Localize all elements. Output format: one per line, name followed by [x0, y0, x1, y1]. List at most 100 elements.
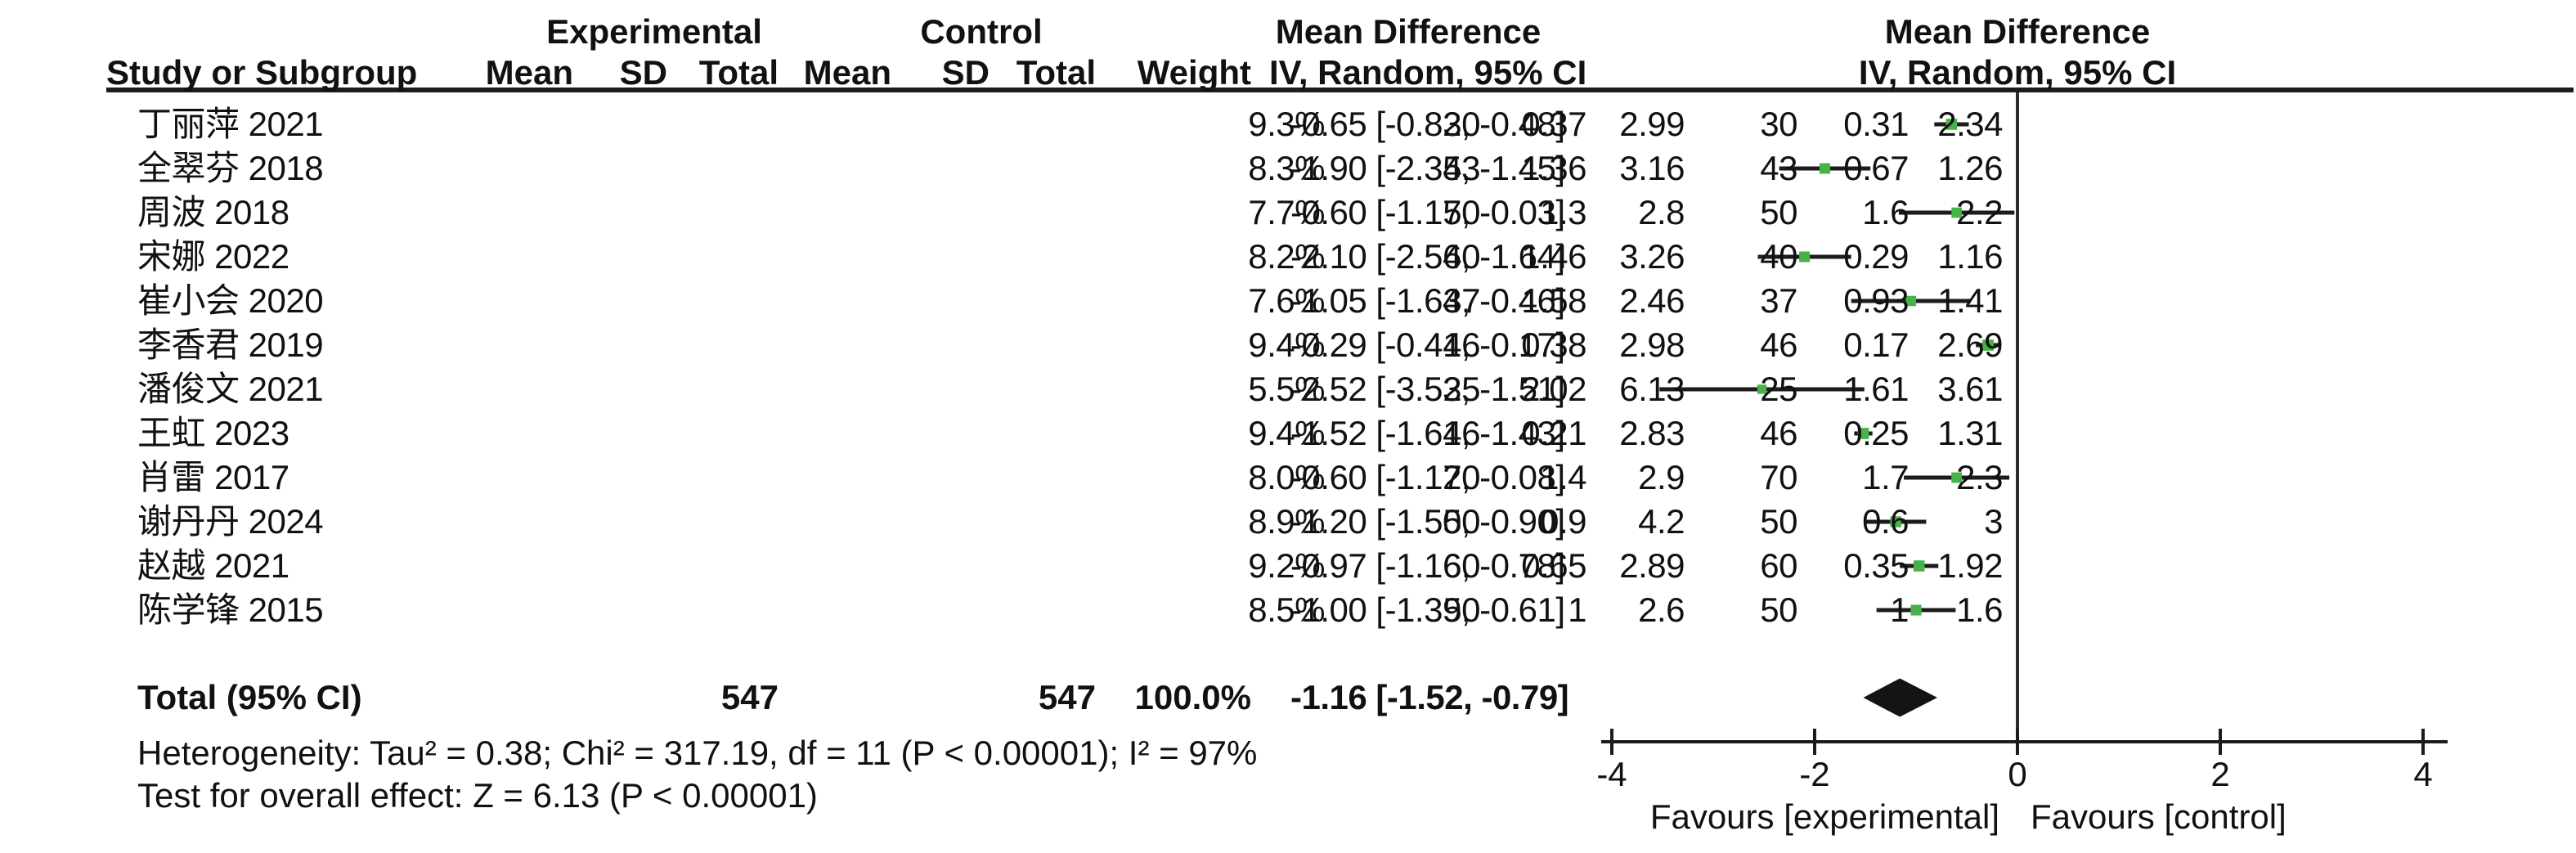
col-header-weight: Weight	[1137, 53, 1251, 92]
study-weight: 8.5%	[1248, 590, 1325, 629]
study-ci-text: -0.29 [-0.41, -0.17]	[1290, 325, 1565, 364]
study-exp-sd: 0.17	[1843, 325, 1909, 364]
study-weight: 8.3%	[1248, 149, 1325, 187]
study-ci-text: -1.90 [-2.35, -1.45]	[1290, 149, 1565, 187]
total-weight: 100.0%	[1134, 678, 1251, 716]
effect-marker	[1951, 472, 1962, 483]
study-name: 全翠芬 2018	[137, 149, 324, 187]
study-ctl-total: 37	[1443, 281, 1480, 320]
study-exp-mean: 1.6	[1956, 590, 2003, 629]
study-weight: 9.4%	[1248, 325, 1325, 364]
col-header-exp-mean: Mean	[485, 53, 573, 92]
col-header-exp-total: Total	[698, 53, 779, 92]
study-weight: 8.2%	[1248, 237, 1325, 276]
study-ctl-mean: 2.8	[1638, 193, 1685, 231]
study-ctl-sd: 0.9	[1540, 502, 1586, 541]
study-ctl-total: 30	[1443, 105, 1480, 143]
study-ctl-sd: 1.3	[1540, 193, 1586, 231]
study-ctl-mean: 2.99	[1619, 105, 1685, 143]
study-ctl-total: 43	[1443, 149, 1480, 187]
study-name: 肖雷 2017	[137, 458, 289, 496]
study-ctl-total: 50	[1443, 193, 1480, 231]
col-header-ctl-sd: SD	[941, 53, 990, 92]
study-weight: 9.4%	[1248, 414, 1325, 452]
study-name: 陈学锋 2015	[137, 590, 324, 629]
study-ctl-sd: 0.37	[1521, 105, 1586, 143]
study-exp-total: 50	[1760, 193, 1797, 231]
study-exp-mean: 2.3	[1956, 458, 2003, 496]
study-name: 王虹 2023	[137, 414, 289, 452]
study-exp-total: 25	[1760, 370, 1797, 408]
effect-marker	[1982, 339, 1994, 351]
axis-tick	[2421, 729, 2425, 755]
study-weight: 9.3%	[1248, 105, 1325, 143]
study-exp-sd: 0.67	[1843, 149, 1909, 187]
study-ctl-total: 40	[1443, 237, 1480, 276]
study-ctl-total: 50	[1443, 590, 1480, 629]
study-ctl-sd: 1.46	[1521, 237, 1586, 276]
study-ctl-sd: 0.21	[1521, 414, 1586, 452]
study-ctl-mean: 3.16	[1619, 149, 1685, 187]
study-ci-text: -2.10 [-2.56, -1.64]	[1290, 237, 1565, 276]
study-exp-total: 43	[1760, 149, 1797, 187]
study-ctl-mean: 3.26	[1619, 237, 1685, 276]
study-ctl-sd: 0.38	[1521, 325, 1586, 364]
study-exp-mean: 1.31	[1937, 414, 2003, 452]
study-name: 赵越 2021	[137, 546, 289, 585]
study-exp-mean: 2.69	[1937, 325, 2003, 364]
study-ci-text: -0.60 [-1.12, -0.08]	[1290, 458, 1565, 496]
study-exp-total: 40	[1760, 237, 1797, 276]
study-ctl-mean: 2.6	[1638, 590, 1685, 629]
study-exp-mean: 1.92	[1937, 546, 2003, 585]
total-exp-n: 547	[720, 678, 779, 716]
study-weight: 5.5%	[1248, 370, 1325, 408]
study-ctl-mean: 2.83	[1619, 414, 1685, 452]
axis-tick	[1610, 729, 1613, 755]
study-exp-sd: 0.35	[1843, 546, 1909, 585]
study-ci-text: -1.52 [-1.61, -1.43]	[1290, 414, 1565, 452]
col-header-ctl-total: Total	[1016, 53, 1096, 92]
study-ctl-sd: 1.36	[1521, 149, 1586, 187]
study-weight: 9.2%	[1248, 546, 1325, 585]
axis-tick-label: 0	[2008, 755, 2027, 793]
study-ci-text: -0.60 [-1.17, -0.03]	[1290, 193, 1565, 231]
study-exp-mean: 3.61	[1937, 370, 2003, 408]
study-ci-text: -1.20 [-1.50, -0.90]	[1290, 502, 1565, 541]
study-exp-mean: 2.34	[1937, 105, 2003, 143]
study-exp-total: 60	[1760, 546, 1797, 585]
study-exp-sd: 0.29	[1843, 237, 1909, 276]
axis-tick	[2016, 729, 2019, 755]
study-exp-sd: 1	[1890, 590, 1909, 629]
study-ctl-sd: 0.65	[1521, 546, 1586, 585]
study-ctl-mean: 2.89	[1619, 546, 1685, 585]
effect-marker	[1819, 163, 1830, 174]
study-weight: 7.7%	[1248, 193, 1325, 231]
study-ctl-sd: 1	[1568, 590, 1586, 629]
overall-effect-text: Test for overall effect: Z = 6.13 (P < 0…	[137, 776, 818, 815]
study-weight: 8.0%	[1248, 458, 1325, 496]
group-header-control: Control	[920, 12, 1043, 51]
study-exp-total: 46	[1760, 325, 1797, 364]
study-weight: 7.6%	[1248, 281, 1325, 320]
study-exp-mean: 3	[1984, 502, 2003, 541]
favours-left-label: Favours [experimental]	[1649, 797, 1999, 836]
axis-tick	[2219, 729, 2222, 755]
heterogeneity-text: Heterogeneity: Tau² = 0.38; Chi² = 317.1…	[137, 734, 1258, 772]
study-exp-sd: 0.93	[1843, 281, 1909, 320]
total-ci-text: -1.16 [-1.52, -0.79]	[1290, 678, 1569, 716]
effect-marker	[1910, 604, 1922, 616]
study-exp-sd: 1.7	[1862, 458, 1909, 496]
study-exp-total: 37	[1760, 281, 1797, 320]
study-ctl-total: 46	[1443, 414, 1480, 452]
axis-tick-label: 4	[2413, 755, 2433, 793]
study-ctl-mean: 6.13	[1619, 370, 1685, 408]
study-weight: 8.9%	[1248, 502, 1325, 541]
study-exp-sd: 0.25	[1843, 414, 1909, 452]
study-name: 李香君 2019	[137, 325, 324, 364]
effect-marker	[1757, 384, 1767, 394]
total-label: Total (95% CI)	[137, 678, 362, 716]
study-name: 潘俊文 2021	[137, 370, 324, 408]
axis-tick-label: -4	[1596, 755, 1627, 793]
axis-tick	[1813, 729, 1816, 755]
